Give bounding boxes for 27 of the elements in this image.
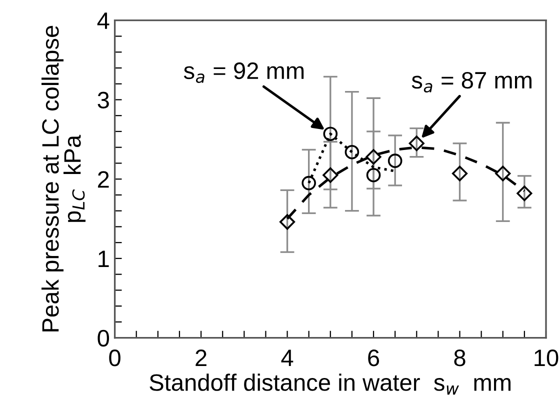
- point: [366, 168, 381, 182]
- y-axis-title: Peak pressure at LC collapse p$_{LC}$ kPa: [41, 26, 86, 332]
- point: [323, 126, 338, 141]
- y-tick-label: 4: [97, 12, 110, 29]
- point: [302, 176, 316, 190]
- x-tick-label: 10: [534, 350, 558, 366]
- x-tick-label: 0: [109, 350, 120, 366]
- y-tick-label: 2: [98, 171, 109, 188]
- x-tick-label: 2: [196, 350, 206, 366]
- point: [366, 149, 382, 165]
- point: [322, 167, 338, 183]
- point: [344, 144, 360, 160]
- annotation: s$_{a}$ = 92 mm: [184, 62, 304, 84]
- point: [408, 136, 424, 152]
- y-tick-label: 1: [98, 250, 109, 267]
- x-tick-label: 4: [281, 350, 294, 366]
- point: [452, 166, 468, 182]
- x-axis-title: Standoff distance in water s$_{w}$ mm: [150, 374, 510, 395]
- annotation: s$_{a}$ = 87 mm: [412, 72, 532, 93]
- x-tick-label: 6: [368, 350, 380, 366]
- y-tick-label: 3: [98, 92, 109, 109]
- y-tick-label: 0: [98, 330, 110, 347]
- x-tick-label: 8: [454, 350, 466, 366]
- point: [388, 154, 402, 168]
- point: [280, 214, 296, 230]
- point: [495, 166, 511, 182]
- point: [516, 186, 532, 202]
